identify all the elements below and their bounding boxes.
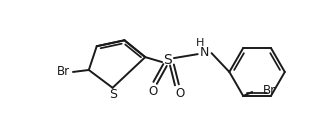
Text: S: S <box>110 88 118 101</box>
Text: H: H <box>196 38 204 48</box>
Text: S: S <box>163 53 173 67</box>
Text: Br: Br <box>57 65 70 78</box>
Text: O: O <box>175 87 185 100</box>
Text: Br: Br <box>263 84 276 97</box>
Text: N: N <box>200 46 209 59</box>
Text: O: O <box>148 85 158 98</box>
